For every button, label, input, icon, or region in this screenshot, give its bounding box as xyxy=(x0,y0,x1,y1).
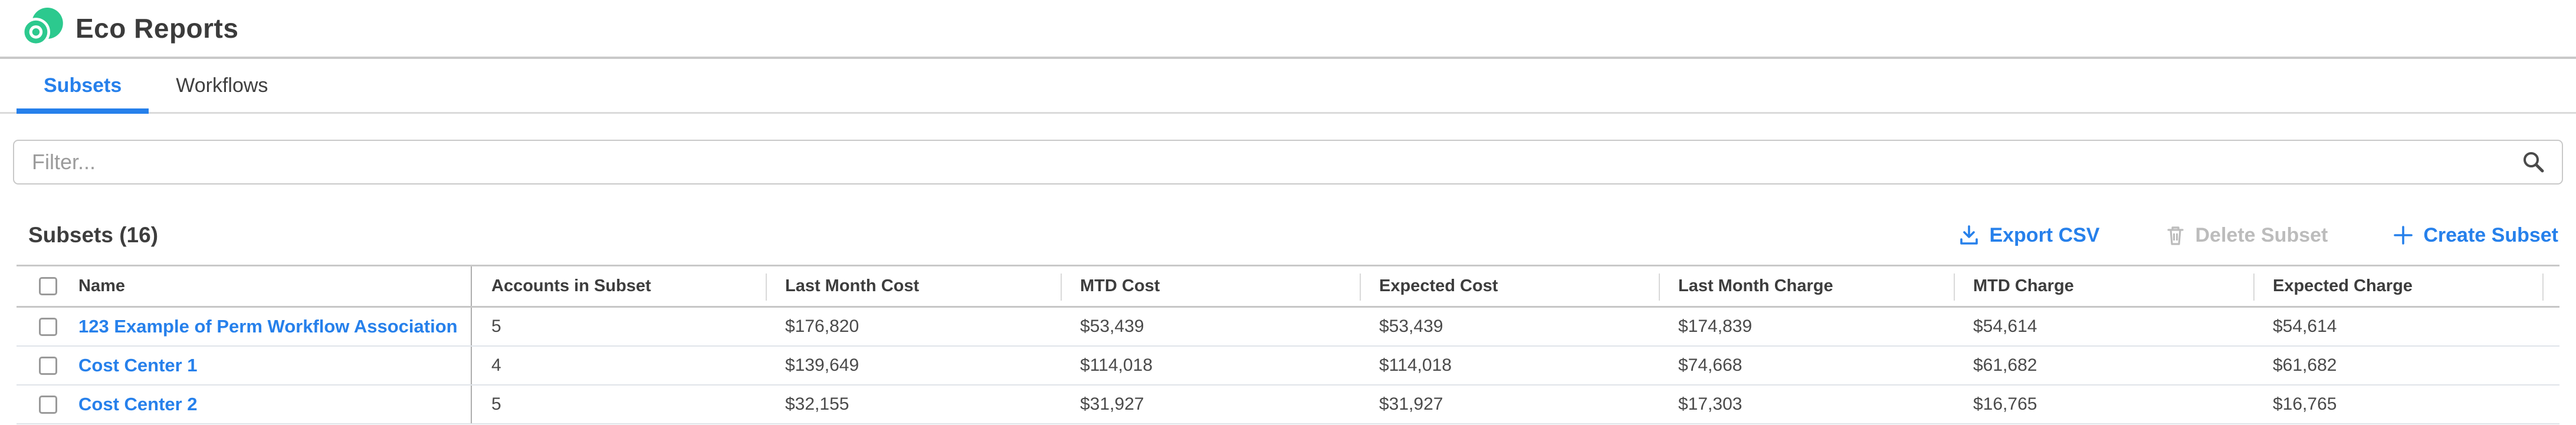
accounts-in-subset-cell: 5 xyxy=(491,317,501,336)
row-checkbox[interactable] xyxy=(39,317,57,336)
table-body: 123 Example of Perm Workflow Association… xyxy=(17,308,2559,424)
expected-charge-cell: $61,682 xyxy=(2273,355,2337,375)
column-header-spacer xyxy=(2542,266,2562,306)
delete-subset-button[interactable]: Delete Subset xyxy=(2164,223,2328,247)
column-header-name: Name xyxy=(59,266,472,306)
page-title: Eco Reports xyxy=(76,13,239,44)
mtd-cost-cell: $114,018 xyxy=(1080,355,1153,375)
search-icon[interactable] xyxy=(2521,149,2547,175)
last-month-cost-cell: $32,155 xyxy=(785,394,849,414)
mtd-charge-cell: $61,682 xyxy=(1973,355,2037,375)
row-checkbox[interactable] xyxy=(39,395,57,414)
mtd-charge-cell: $54,614 xyxy=(1973,317,2037,336)
column-header-mtd-charge: MTD Charge xyxy=(1954,266,2253,306)
last-month-cost-cell: $139,649 xyxy=(785,355,859,375)
last-month-charge-cell: $74,668 xyxy=(1678,355,1743,375)
trash-icon xyxy=(2167,226,2184,245)
export-csv-label: Export CSV xyxy=(1989,223,2100,246)
last-month-charge-cell: $17,303 xyxy=(1678,394,1743,414)
row-checkbox[interactable] xyxy=(39,356,57,375)
row-spacer-cell xyxy=(2542,308,2562,345)
column-header-expected-charge: Expected Charge xyxy=(2253,266,2542,306)
expected-charge-cell: $16,765 xyxy=(2273,394,2337,414)
subset-name-link[interactable]: Cost Center 1 xyxy=(78,355,198,375)
expected-charge-cell: $54,614 xyxy=(2273,317,2337,336)
download-icon xyxy=(1960,225,1978,245)
table-header-row: Name Accounts in Subset Last Month Cost … xyxy=(17,266,2559,308)
expected-cost-cell: $53,439 xyxy=(1379,317,1443,336)
select-all-cell xyxy=(17,266,59,306)
tab-workflows[interactable]: Workflows xyxy=(176,74,268,97)
toolbar-actions: Export CSV Delete Subset Create Subset xyxy=(1957,223,2558,247)
filter-input[interactable] xyxy=(13,140,2563,185)
mtd-cost-cell: $31,927 xyxy=(1080,394,1144,414)
row-checkbox-cell xyxy=(17,308,59,345)
column-header-last-month-cost: Last Month Cost xyxy=(766,266,1061,306)
create-subset-label: Create Subset xyxy=(2423,223,2558,246)
row-checkbox-cell xyxy=(17,347,59,384)
tab-bar: Subsets Workflows xyxy=(0,59,2576,114)
table-row: Cost Center 2 5 $32,155 $31,927 $31,927 … xyxy=(17,386,2559,424)
filter-bar xyxy=(13,140,2563,185)
row-checkbox-cell xyxy=(17,386,59,423)
expected-cost-cell: $31,927 xyxy=(1379,394,1443,414)
toolbar: Subsets (16) Export CSV Delete Subset Cr… xyxy=(18,221,2558,249)
last-month-charge-cell: $174,839 xyxy=(1678,317,1753,336)
column-header-mtd-cost: MTD Cost xyxy=(1061,266,1360,306)
mtd-cost-cell: $53,439 xyxy=(1080,317,1144,336)
tab-subsets[interactable]: Subsets xyxy=(17,59,149,114)
mtd-charge-cell: $16,765 xyxy=(1973,394,2037,414)
table-row: 123 Example of Perm Workflow Association… xyxy=(17,308,2559,347)
last-month-cost-cell: $176,820 xyxy=(785,317,859,336)
create-subset-button[interactable]: Create Subset xyxy=(2391,223,2558,247)
export-csv-button[interactable]: Export CSV xyxy=(1957,223,2100,247)
delete-subset-label: Delete Subset xyxy=(2195,223,2328,246)
select-all-checkbox[interactable] xyxy=(39,277,57,295)
column-header-expected-cost: Expected Cost xyxy=(1360,266,1659,306)
subset-name-link[interactable]: Cost Center 2 xyxy=(78,394,198,414)
subsets-count-heading: Subsets (16) xyxy=(28,223,159,247)
expected-cost-cell: $114,018 xyxy=(1379,355,1452,375)
table-row: Cost Center 1 4 $139,649 $114,018 $114,0… xyxy=(17,347,2559,386)
eco-logo-icon xyxy=(21,8,63,47)
plus-icon xyxy=(2394,226,2413,245)
subsets-table: Name Accounts in Subset Last Month Cost … xyxy=(17,265,2559,424)
accounts-in-subset-cell: 4 xyxy=(491,355,501,375)
subset-name-cell: 123 Example of Perm Workflow Association xyxy=(59,308,472,345)
subset-name-cell: Cost Center 1 xyxy=(59,347,472,384)
row-spacer-cell xyxy=(2542,347,2562,384)
accounts-in-subset-cell: 5 xyxy=(491,394,501,414)
column-header-last-month-charge: Last Month Charge xyxy=(1659,266,1954,306)
subset-name-cell: Cost Center 2 xyxy=(59,386,472,423)
subset-name-link[interactable]: 123 Example of Perm Workflow Association xyxy=(78,316,458,337)
row-spacer-cell xyxy=(2542,386,2562,423)
app-header: Eco Reports xyxy=(0,0,2576,59)
column-header-accounts: Accounts in Subset xyxy=(491,276,651,295)
